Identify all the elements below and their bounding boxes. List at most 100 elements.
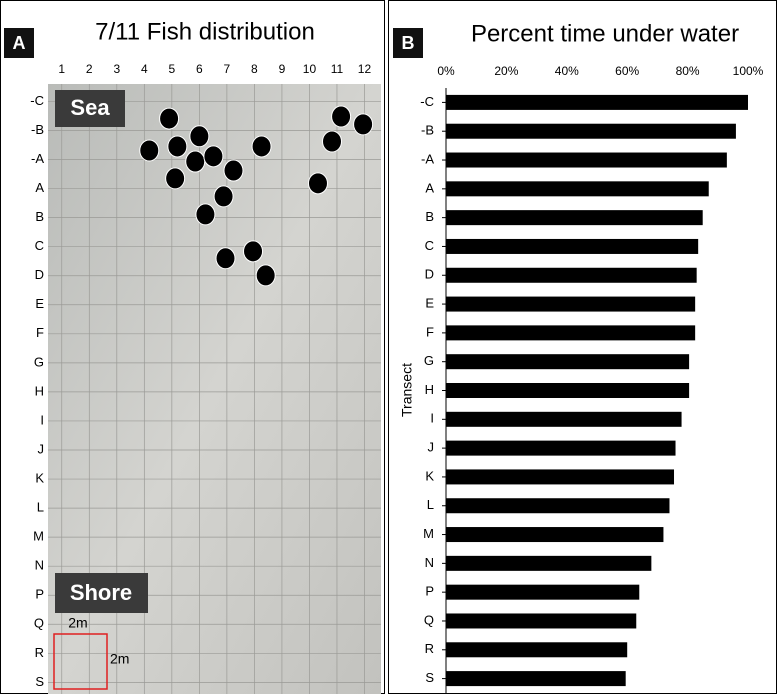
y-tick-label: J	[38, 441, 45, 456]
fish-point	[308, 173, 327, 194]
x-tick-label: 4	[141, 62, 148, 76]
bar	[446, 95, 748, 110]
bar	[446, 527, 663, 542]
y-tick-label: K	[425, 468, 434, 483]
x-tick-label: 3	[113, 62, 120, 76]
x-tick-label: 11	[331, 62, 344, 76]
x-tick-label: 8	[251, 62, 258, 76]
y-tick-label: S	[425, 670, 434, 685]
y-tick-label: -B	[421, 123, 434, 138]
y-tick-label: I	[40, 412, 44, 427]
y-tick-label: E	[425, 296, 434, 311]
y-tick-label: -A	[31, 151, 44, 166]
y-tick-label: Q	[424, 612, 434, 627]
panel-a-letter: A	[13, 33, 26, 53]
y-tick-label: N	[35, 558, 44, 573]
fish-point	[244, 241, 263, 262]
x-tick-label: 1	[58, 62, 65, 76]
y-tick-label: B	[35, 209, 44, 224]
bar	[446, 613, 636, 628]
fish-point	[323, 131, 342, 152]
y-axis-label: Transect	[399, 363, 415, 417]
shore-label: Shore	[70, 580, 132, 605]
bar	[446, 642, 627, 657]
y-tick-label: C	[35, 238, 44, 253]
y-tick-label: N	[425, 555, 434, 570]
x-tick-label: 40%	[555, 64, 579, 78]
bar	[446, 153, 727, 168]
y-tick-label: M	[423, 526, 434, 541]
bar	[446, 412, 682, 427]
x-tick-label: 5	[168, 62, 175, 76]
bar	[446, 297, 695, 312]
y-tick-label: B	[425, 209, 434, 224]
y-tick-label: P	[425, 584, 434, 599]
scale-label: 2m	[110, 651, 129, 667]
x-tick-label: 9	[279, 62, 286, 76]
fish-point	[354, 114, 373, 135]
fish-point	[332, 106, 351, 127]
fish-point	[252, 136, 271, 157]
bar	[446, 469, 674, 484]
y-tick-label: D	[35, 267, 44, 282]
x-tick-label: 80%	[676, 64, 700, 78]
bar	[446, 441, 676, 456]
fish-point	[166, 168, 185, 189]
y-tick-label: F	[426, 324, 434, 339]
x-tick-label: 100%	[733, 64, 764, 78]
bar	[446, 124, 736, 139]
bar	[446, 239, 698, 254]
x-tick-label: 6	[196, 62, 203, 76]
y-tick-label: D	[425, 267, 434, 282]
y-tick-label: L	[37, 500, 44, 515]
x-tick-label: 60%	[615, 64, 639, 78]
x-tick-label: 12	[358, 62, 372, 76]
y-tick-label: -C	[420, 94, 434, 109]
y-tick-label: G	[34, 354, 44, 369]
bar	[446, 181, 709, 196]
y-tick-label: -A	[421, 151, 434, 166]
y-tick-label: S	[35, 674, 44, 689]
bar	[446, 354, 689, 369]
y-tick-label: R	[425, 641, 434, 656]
scale-label: 2m	[68, 615, 87, 631]
y-tick-label: -C	[30, 93, 44, 108]
y-tick-label: -B	[31, 122, 44, 137]
y-tick-label: M	[33, 529, 44, 544]
bar	[446, 268, 697, 283]
x-tick-label: 2	[86, 62, 93, 76]
chart-title: Percent time under water	[471, 20, 739, 47]
x-tick-label: 20%	[494, 64, 518, 78]
fish-point	[204, 146, 223, 167]
fish-point	[256, 265, 275, 286]
y-tick-label: F	[36, 325, 44, 340]
bar	[446, 498, 669, 513]
y-tick-label: E	[35, 296, 44, 311]
bar	[446, 585, 639, 600]
y-tick-label: A	[425, 180, 434, 195]
bar	[446, 383, 689, 398]
y-tick-label: C	[425, 238, 434, 253]
chart-title: 7/11 Fish distribution	[95, 18, 315, 45]
x-tick-label: 10	[303, 62, 317, 76]
y-tick-label: L	[427, 497, 434, 512]
panel-b-letter: B	[402, 33, 415, 53]
bar	[446, 671, 626, 686]
bar	[446, 556, 651, 571]
y-tick-label: I	[430, 411, 434, 426]
figure: A 7/11 Fish distribution B Percent time …	[0, 0, 777, 694]
fish-point	[214, 186, 233, 207]
fish-point	[224, 160, 243, 181]
bar	[446, 325, 695, 340]
y-tick-label: Q	[34, 616, 44, 631]
sea-label: Sea	[70, 95, 110, 120]
y-tick-label: H	[35, 383, 44, 398]
fish-point	[186, 151, 205, 172]
y-tick-label: R	[35, 645, 44, 660]
fish-point	[160, 108, 179, 129]
y-tick-label: H	[425, 382, 434, 397]
y-tick-label: J	[428, 440, 435, 455]
fish-point	[190, 126, 209, 147]
y-tick-label: A	[35, 180, 44, 195]
fish-point	[168, 136, 187, 157]
